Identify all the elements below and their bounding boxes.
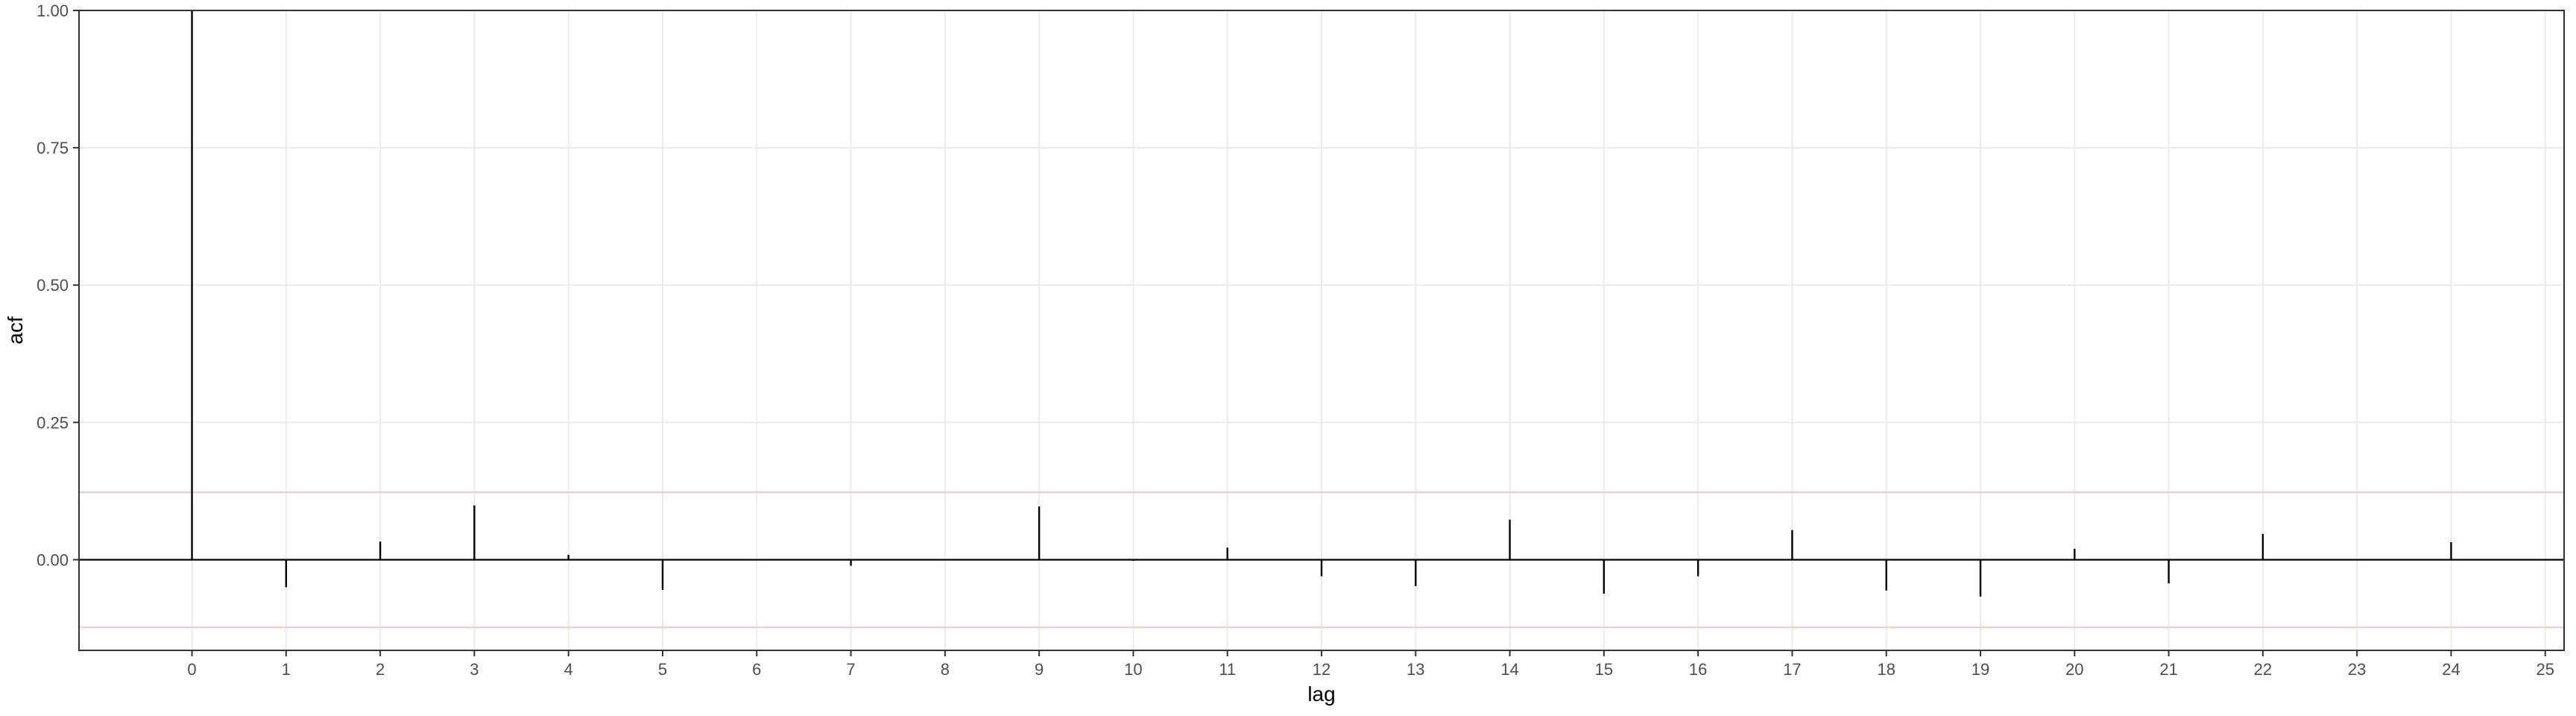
x-tick-label: 10 xyxy=(1124,660,1142,679)
x-tick-label: 0 xyxy=(187,660,196,679)
y-tick-label: 0.00 xyxy=(37,550,69,569)
x-tick-label: 1 xyxy=(282,660,291,679)
x-tick-label: 17 xyxy=(1783,660,1801,679)
y-tick-label: 0.75 xyxy=(37,139,69,157)
x-tick-label: 3 xyxy=(470,660,479,679)
x-tick-label: 23 xyxy=(2348,660,2366,679)
x-tick-label: 13 xyxy=(1407,660,1424,679)
x-tick-label: 7 xyxy=(846,660,855,679)
x-tick-label: 14 xyxy=(1500,660,1518,679)
x-tick-label: 12 xyxy=(1313,660,1330,679)
x-tick-label: 5 xyxy=(658,660,667,679)
y-axis-ticks: 0.00 0.25 0.50 0.75 1.00 xyxy=(37,1,79,569)
x-tick-label: 8 xyxy=(941,660,950,679)
x-tick-label: 24 xyxy=(2442,660,2460,679)
x-tick-label: 25 xyxy=(2536,660,2554,679)
x-tick-label: 18 xyxy=(1877,660,1895,679)
y-axis-title: acf xyxy=(4,316,27,345)
x-tick-label: 16 xyxy=(1689,660,1707,679)
x-axis-ticks: 0 1 2 3 4 5 6 7 8 9 10 11 12 13 14 15 16 17 18 19 20 21 22 23 24… xyxy=(187,650,2554,679)
y-tick-label: 0.50 xyxy=(37,276,69,295)
x-tick-label: 21 xyxy=(2159,660,2177,679)
x-tick-label: 15 xyxy=(1595,660,1613,679)
x-tick-label: 6 xyxy=(752,660,761,679)
x-tick-label: 20 xyxy=(2065,660,2083,679)
x-tick-label: 2 xyxy=(376,660,385,679)
grid-lines xyxy=(79,10,2564,650)
x-tick-label: 22 xyxy=(2254,660,2272,679)
x-tick-label: 4 xyxy=(564,660,573,679)
y-tick-label: 0.25 xyxy=(37,413,69,432)
x-tick-label: 9 xyxy=(1035,660,1044,679)
y-tick-label: 1.00 xyxy=(37,1,69,20)
panel-border xyxy=(78,10,2565,651)
acf-spikes xyxy=(191,10,2452,597)
x-tick-label: 19 xyxy=(1972,660,1989,679)
confidence-bounds xyxy=(79,491,2564,629)
x-tick-label: 11 xyxy=(1219,660,1236,679)
x-axis-title: lag xyxy=(1307,682,1335,706)
